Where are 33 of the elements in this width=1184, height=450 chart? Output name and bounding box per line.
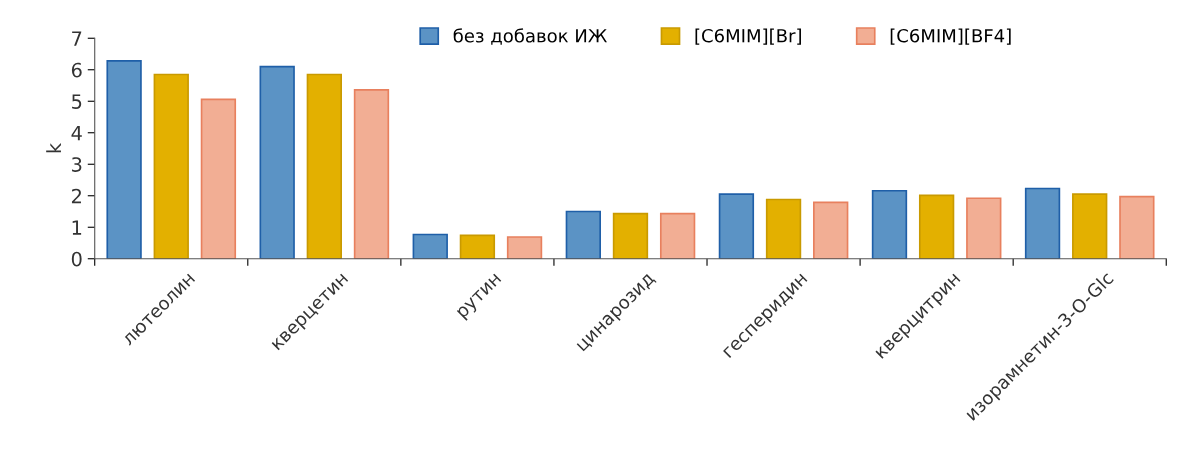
bar [106, 60, 142, 259]
bar [153, 73, 189, 259]
y-tick-label: 0 [71, 251, 82, 267]
bar [1024, 187, 1061, 259]
bar [765, 198, 802, 259]
y-tick-label: 4 [71, 125, 82, 141]
bar [718, 193, 755, 259]
bar [659, 212, 696, 259]
y-tick-label: 7 [72, 31, 82, 46]
bar [200, 98, 237, 259]
bar [412, 233, 448, 259]
bar [612, 212, 649, 259]
legend-label: [C6MIM][BF4] [890, 28, 1011, 45]
y-axis-title: k [46, 142, 61, 153]
bar [813, 201, 849, 259]
bar [966, 197, 1002, 259]
y-tick-label: 2 [71, 188, 81, 204]
bar [259, 65, 295, 259]
bar [1119, 195, 1155, 259]
y-tick-label: 3 [72, 157, 82, 172]
bar [353, 89, 390, 259]
bar [306, 73, 343, 259]
bar [1072, 193, 1108, 259]
bar [871, 189, 908, 259]
bar [459, 234, 496, 259]
bar [918, 194, 955, 259]
bar [506, 236, 543, 259]
y-tick-label: 6 [71, 62, 82, 78]
y-tick-label: 5 [72, 94, 82, 109]
y-tick-label: 1 [72, 220, 82, 235]
legend-label: без добавок ИЖ [453, 28, 607, 45]
legend-label: [C6MIM][Br] [695, 28, 801, 45]
bar [565, 210, 602, 259]
